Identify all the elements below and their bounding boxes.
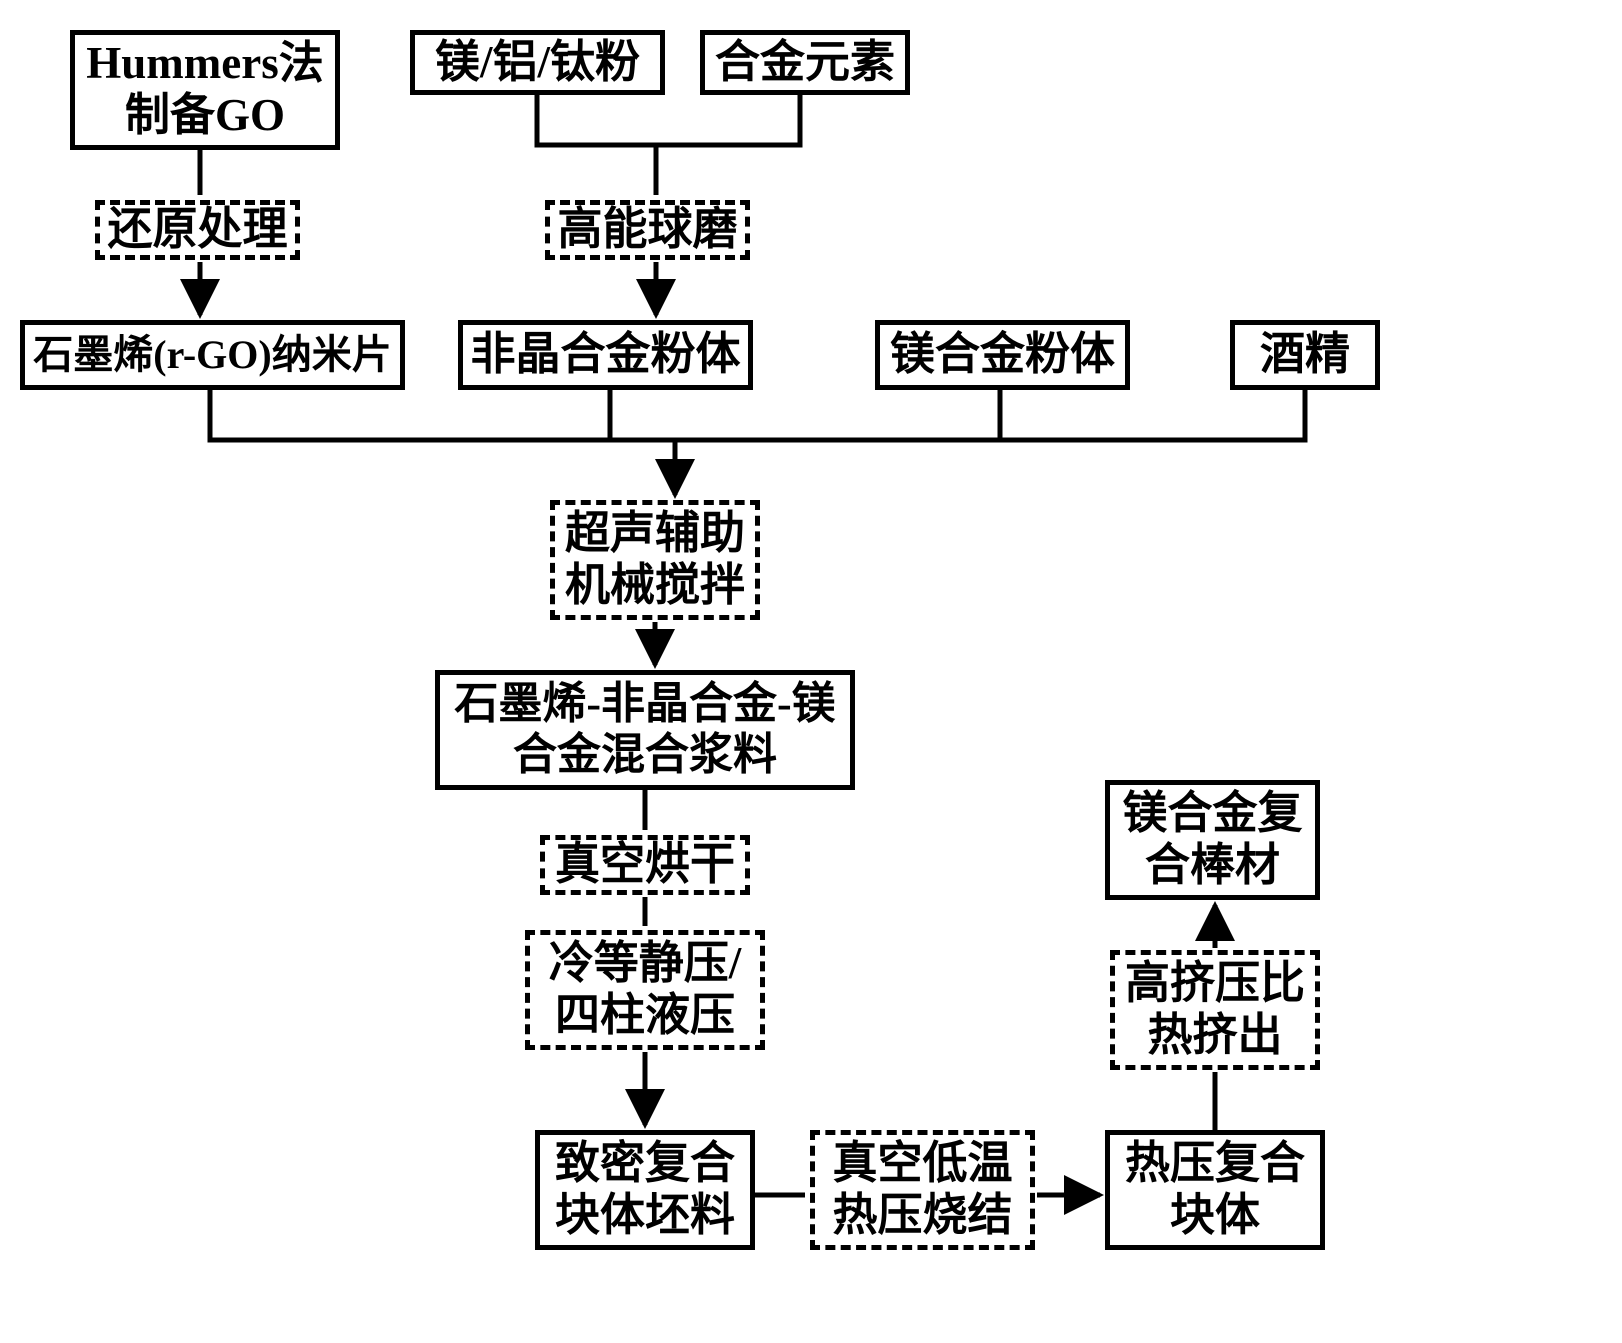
node-box-n9: 致密复合 块体坯料 — [535, 1130, 755, 1250]
node-box-n3: 合金元素 — [700, 30, 910, 95]
process-box-p6: 真空低温 热压烧结 — [810, 1130, 1035, 1250]
node-label: 致密复合 块体坯料 — [555, 1138, 735, 1242]
node-box-n6: 镁合金粉体 — [875, 320, 1130, 390]
node-label: 超声辅助 机械搅拌 — [565, 508, 745, 612]
node-box-n4: 石墨烯(r-GO)纳米片 — [20, 320, 405, 390]
process-box-p1: 还原处理 — [95, 200, 300, 260]
node-label: 镁合金复 合棒材 — [1122, 788, 1302, 892]
node-label: 非晶合金粉体 — [470, 329, 740, 381]
node-box-n11: 镁合金复 合棒材 — [1105, 780, 1320, 900]
node-label: 热压复合 块体 — [1125, 1138, 1305, 1242]
node-label: 真空烘干 — [555, 839, 735, 891]
process-box-p7: 高挤压比 热挤出 — [1110, 950, 1320, 1070]
node-label: 石墨烯-非晶合金-镁 合金混合浆料 — [454, 679, 835, 780]
node-box-n8: 石墨烯-非晶合金-镁 合金混合浆料 — [435, 670, 855, 790]
node-box-n7: 酒精 — [1230, 320, 1380, 390]
node-label: 合金元素 — [715, 37, 895, 89]
node-label: 石墨烯(r-GO)纳米片 — [33, 332, 391, 378]
node-label: Hummers法 制备GO — [86, 38, 323, 142]
node-box-n1: Hummers法 制备GO — [70, 30, 340, 150]
node-label: 酒精 — [1260, 329, 1350, 381]
node-label: 高挤压比 热挤出 — [1125, 958, 1305, 1062]
node-label: 镁合金粉体 — [890, 329, 1115, 381]
node-label: 高能球磨 — [557, 204, 737, 256]
process-box-p2: 高能球磨 — [545, 200, 750, 260]
process-box-p3: 超声辅助 机械搅拌 — [550, 500, 760, 620]
node-label: 还原处理 — [107, 204, 287, 256]
node-label: 冷等静压/ 四柱液压 — [549, 938, 742, 1042]
node-box-n10: 热压复合 块体 — [1105, 1130, 1325, 1250]
flowchart-canvas: Hummers法 制备GO 镁/铝/钛粉 合金元素还原处理 高能球磨石墨烯(r-GO)… — [20, 20, 1602, 1323]
process-box-p4: 真空烘干 — [540, 835, 750, 895]
process-box-p5: 冷等静压/ 四柱液压 — [525, 930, 765, 1050]
node-box-n2: 镁/铝/钛粉 — [410, 30, 665, 95]
node-label: 真空低温 热压烧结 — [832, 1138, 1012, 1242]
node-box-n5: 非晶合金粉体 — [458, 320, 753, 390]
node-label: 镁/铝/钛粉 — [435, 37, 640, 89]
